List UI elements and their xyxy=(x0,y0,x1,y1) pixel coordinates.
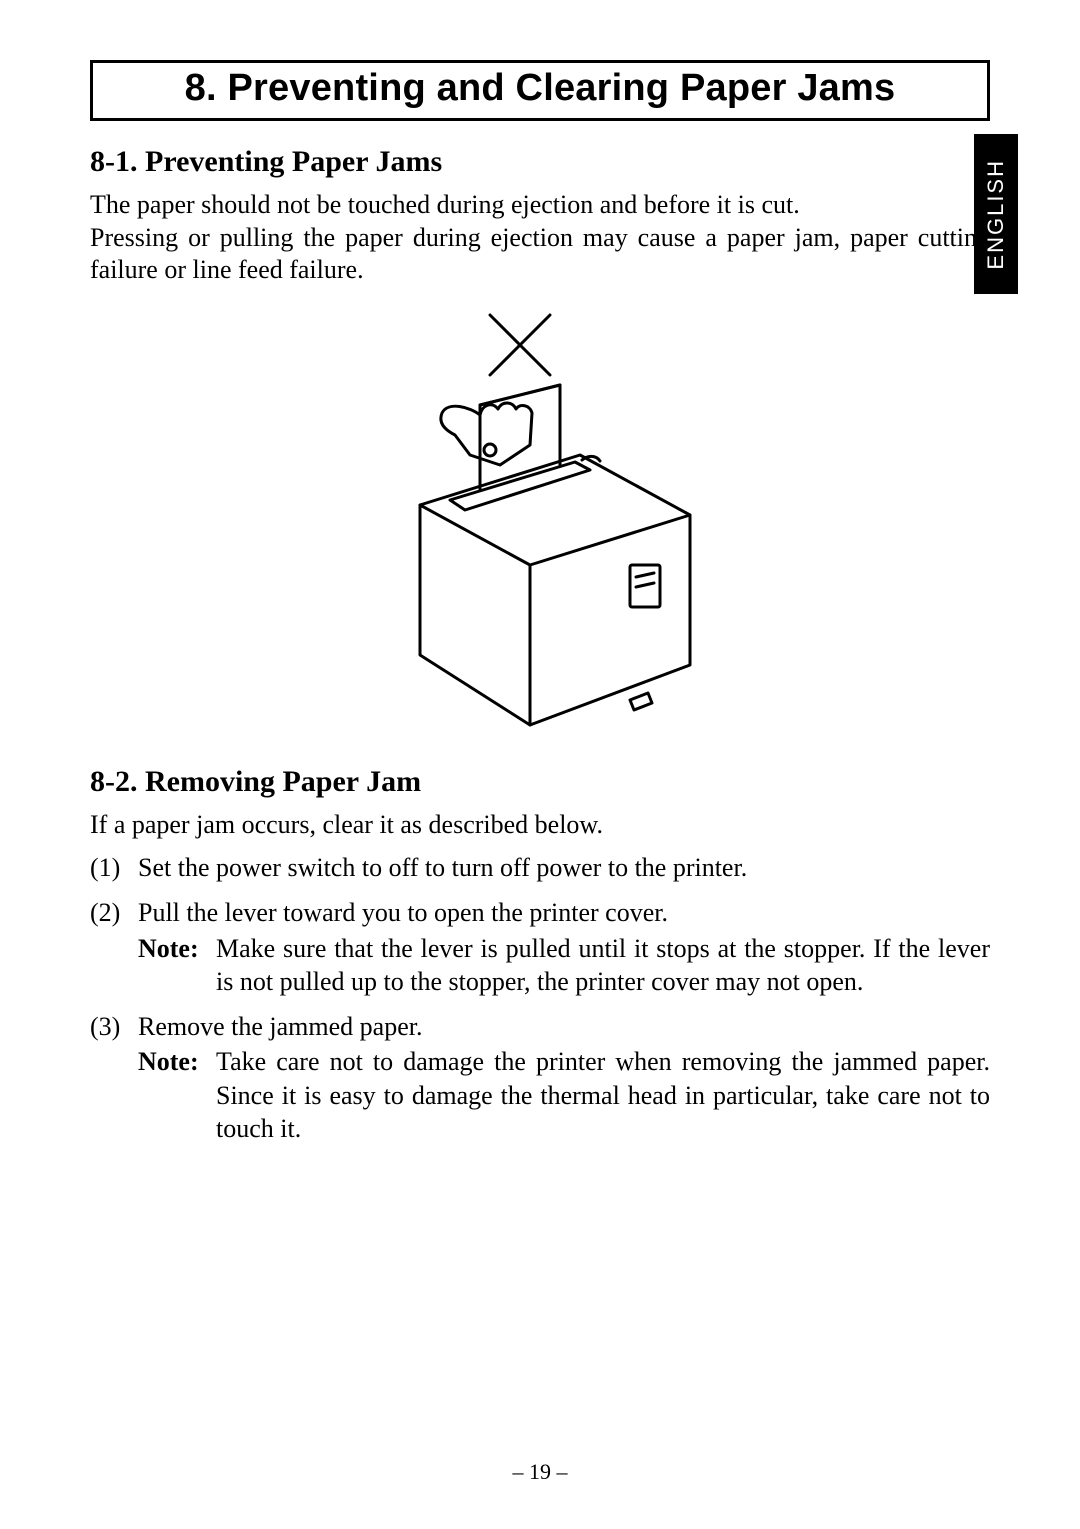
chapter-title-box: 8. Preventing and Clearing Paper Jams xyxy=(90,60,990,121)
section-heading-8-2: 8-2. Removing Paper Jam xyxy=(90,765,990,799)
step-text: Set the power switch to off to turn off … xyxy=(138,853,747,882)
removal-steps-list: (1) Set the power switch to off to turn … xyxy=(90,851,990,1145)
language-tab-label: ENGLISH xyxy=(983,159,1009,270)
step-text: Pull the lever toward you to open the pr… xyxy=(138,898,668,927)
section-heading-8-1: 8-1. Preventing Paper Jams xyxy=(90,145,990,179)
list-body: Remove the jammed paper. Note: Take care… xyxy=(138,1010,990,1145)
section2-intro: If a paper jam occurs, clear it as descr… xyxy=(90,809,990,842)
note-row: Note: Make sure that the lever is pulled… xyxy=(138,932,990,999)
step-text: Remove the jammed paper. xyxy=(138,1012,422,1041)
section1-paragraph-1: The paper should not be touched during e… xyxy=(90,189,990,222)
page-number: – 19 – xyxy=(0,1459,1080,1485)
document-page: 8. Preventing and Clearing Paper Jams EN… xyxy=(0,0,1080,1529)
list-item: (1) Set the power switch to off to turn … xyxy=(90,851,990,884)
chapter-title: 8. Preventing and Clearing Paper Jams xyxy=(103,67,977,110)
note-row: Note: Take care not to damage the printe… xyxy=(138,1045,990,1145)
printer-do-not-touch-figure xyxy=(90,305,990,735)
section1-paragraph-2: Pressing or pulling the paper during eje… xyxy=(90,222,990,287)
list-item: (3) Remove the jammed paper. Note: Take … xyxy=(90,1010,990,1145)
language-tab: ENGLISH xyxy=(974,134,1018,294)
note-text: Take care not to damage the printer when… xyxy=(216,1045,990,1145)
note-label: Note: xyxy=(138,932,216,999)
list-body: Pull the lever toward you to open the pr… xyxy=(138,896,990,998)
list-marker: (2) xyxy=(90,896,138,998)
list-item: (2) Pull the lever toward you to open th… xyxy=(90,896,990,998)
note-text: Make sure that the lever is pulled until… xyxy=(216,932,990,999)
list-body: Set the power switch to off to turn off … xyxy=(138,851,990,884)
list-marker: (1) xyxy=(90,851,138,884)
list-marker: (3) xyxy=(90,1010,138,1145)
printer-illustration-icon xyxy=(330,305,750,735)
note-label: Note: xyxy=(138,1045,216,1145)
